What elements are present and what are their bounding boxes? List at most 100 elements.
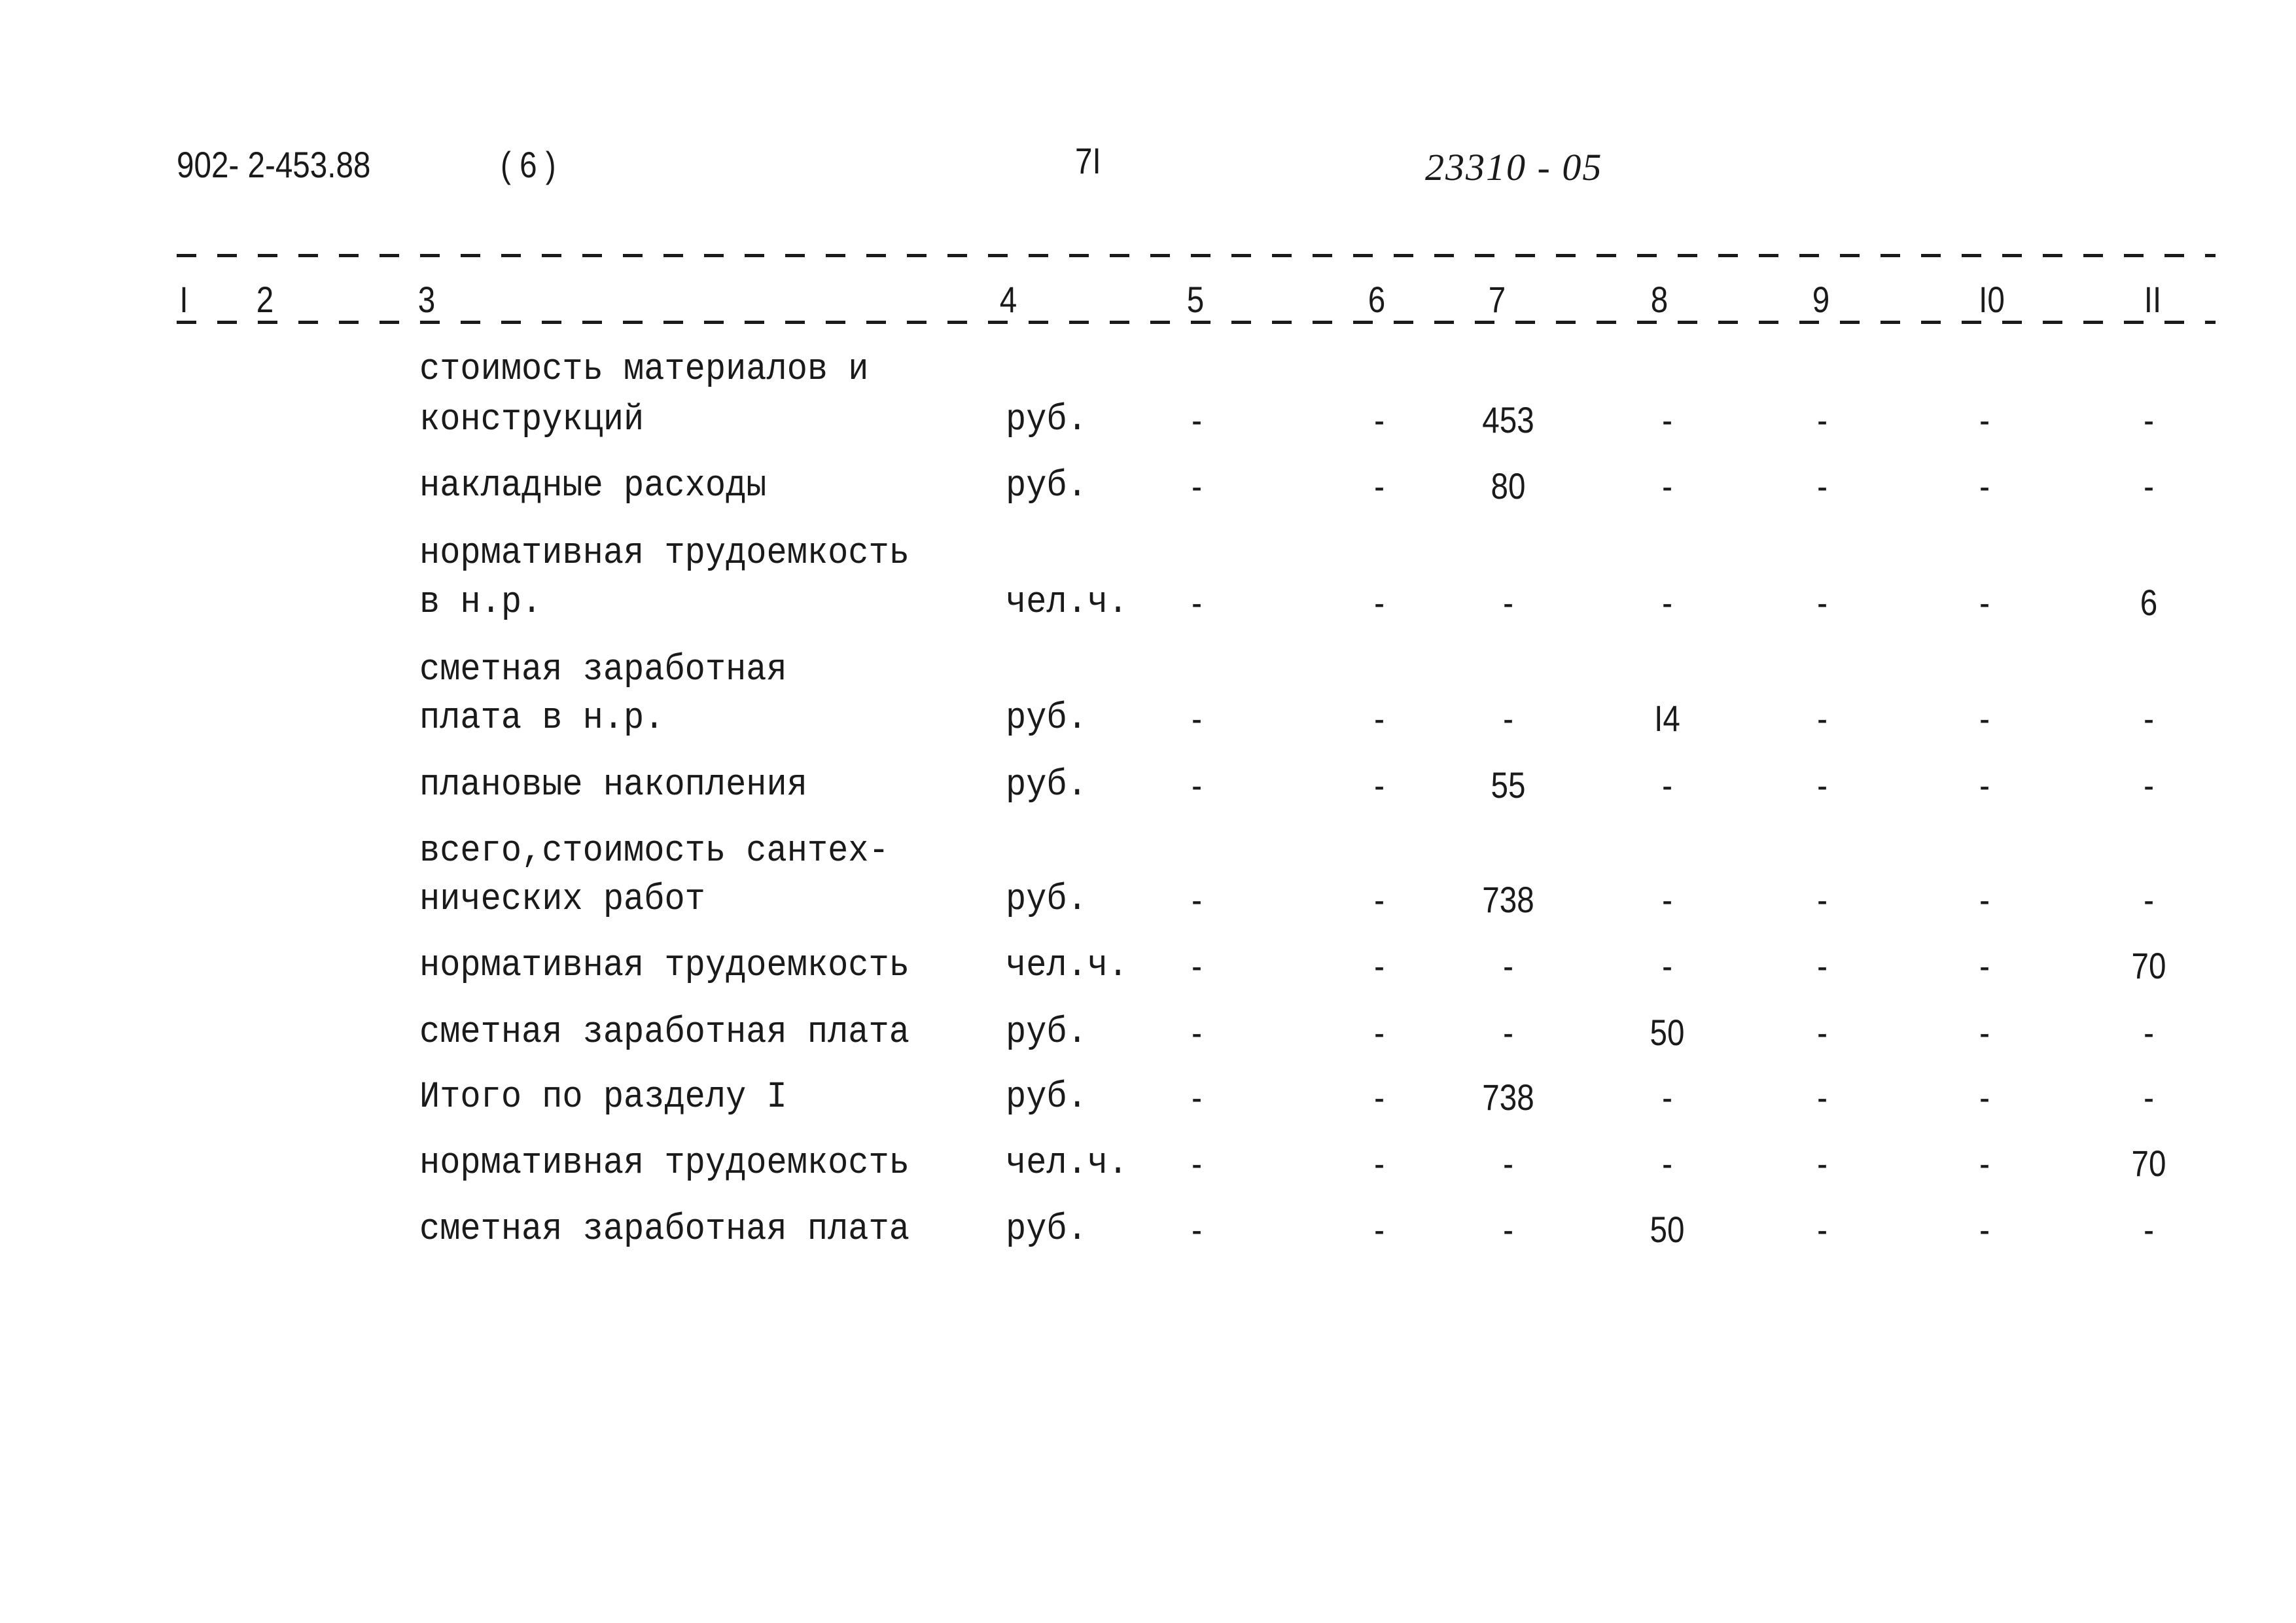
row-value: 70	[2131, 945, 2166, 986]
row-value: -	[1817, 1012, 1828, 1053]
row-value: -	[1192, 698, 1202, 739]
row-unit: руб.	[1006, 697, 1087, 740]
row-value: 55	[1491, 764, 1526, 806]
row-value: -	[1817, 582, 1828, 623]
row-value: -	[1374, 698, 1385, 739]
row-value: 738	[1482, 1077, 1534, 1118]
row-value: -	[1662, 945, 1672, 986]
row-value: -	[1374, 1209, 1385, 1250]
row-value: -	[1192, 945, 1202, 986]
row-value: -	[2144, 764, 2154, 806]
row-value: -	[1662, 1143, 1672, 1184]
row-value: -	[1503, 1143, 1513, 1184]
row-value: 50	[1650, 1209, 1685, 1250]
row-value: -	[1979, 764, 1990, 806]
row-value: -	[1979, 945, 1990, 986]
row-label: нических работ	[419, 878, 705, 921]
row-label: Итого по разделу I	[419, 1076, 787, 1118]
row-value: -	[1374, 764, 1385, 806]
row-value: -	[2144, 1077, 2154, 1118]
row-value: -	[1979, 879, 1990, 920]
row-value: -	[1817, 465, 1828, 507]
row-value: -	[1662, 465, 1672, 507]
row-value: 80	[1491, 465, 1526, 507]
row-value: -	[1374, 879, 1385, 920]
column-header-rule	[177, 321, 2216, 324]
row-value: -	[1817, 945, 1828, 986]
row-value: -	[1817, 1143, 1828, 1184]
row-value: -	[1374, 1012, 1385, 1053]
row-label: нормативная трудоемкость	[419, 944, 910, 987]
column-number: 4	[999, 279, 1017, 320]
row-value: -	[1374, 582, 1385, 623]
row-value: -	[1192, 1077, 1202, 1118]
table-top-rule	[177, 254, 2216, 257]
row-value: -	[1662, 399, 1672, 440]
row-unit: руб.	[1006, 1076, 1087, 1118]
row-value: -	[1503, 945, 1513, 986]
row-value: -	[1662, 764, 1672, 806]
document-code: 902- 2-453.88	[177, 144, 371, 185]
row-value: -	[1374, 945, 1385, 986]
row-value: -	[1979, 1077, 1990, 1118]
row-value: -	[1374, 465, 1385, 507]
row-label: стоимость материалов и	[419, 348, 869, 391]
row-value: I4	[1654, 698, 1680, 739]
row-unit: руб.	[1006, 764, 1087, 806]
row-value: -	[1979, 582, 1990, 623]
row-value: 70	[2131, 1143, 2166, 1184]
row-value: -	[1503, 1209, 1513, 1250]
album-number: ( 6 )	[501, 144, 556, 185]
inventory-number-handwritten: 23310 - 05	[1425, 146, 1603, 188]
row-value: -	[1192, 764, 1202, 806]
row-value: -	[1817, 764, 1828, 806]
row-value: -	[1979, 698, 1990, 739]
row-value: -	[1192, 582, 1202, 623]
row-value: 50	[1650, 1012, 1685, 1053]
row-value: -	[1662, 879, 1672, 920]
row-value: -	[1817, 1077, 1828, 1118]
row-label: плата в н.р.	[419, 697, 665, 740]
row-value: -	[2144, 399, 2154, 440]
row-value: -	[1192, 399, 1202, 440]
row-value: -	[2144, 1012, 2154, 1053]
row-value: -	[1817, 1209, 1828, 1250]
row-value: -	[1503, 1012, 1513, 1053]
row-value: -	[1817, 399, 1828, 440]
row-value: -	[1817, 879, 1828, 920]
row-value: -	[1503, 698, 1513, 739]
column-number: 5	[1186, 279, 1205, 320]
row-label: накладные расходы	[419, 465, 767, 507]
row-value: -	[2144, 465, 2154, 507]
row-label: конструкций	[419, 399, 645, 441]
row-label: нормативная трудоемкость	[419, 532, 910, 575]
row-value: -	[1374, 399, 1385, 440]
row-value: -	[2144, 698, 2154, 739]
row-unit: руб.	[1006, 465, 1087, 507]
page-number: 7I	[1075, 140, 1101, 181]
row-unit: руб.	[1006, 1208, 1087, 1251]
row-value: -	[1817, 698, 1828, 739]
column-number: II	[2144, 279, 2162, 320]
row-label: нормативная трудоемкость	[419, 1142, 910, 1185]
row-value: -	[1192, 1012, 1202, 1053]
row-value: -	[1192, 1143, 1202, 1184]
row-value: 453	[1482, 399, 1534, 440]
row-value: -	[1979, 1209, 1990, 1250]
row-value: 6	[2140, 582, 2158, 623]
row-value: -	[1979, 399, 1990, 440]
column-number: 2	[256, 279, 274, 320]
row-unit: чел.ч.	[1006, 1142, 1129, 1185]
row-value: -	[1662, 582, 1672, 623]
row-value: -	[2144, 879, 2154, 920]
row-value: -	[1192, 879, 1202, 920]
column-number: 9	[1812, 279, 1830, 320]
row-label: сметная заработная	[419, 649, 787, 691]
row-value: -	[1374, 1143, 1385, 1184]
row-label: сметная заработная плата	[419, 1208, 910, 1251]
row-value: -	[1662, 1077, 1672, 1118]
row-value: -	[1192, 465, 1202, 507]
row-value: -	[2144, 1209, 2154, 1250]
column-number: I0	[1979, 279, 2005, 320]
column-number: 8	[1650, 279, 1669, 320]
